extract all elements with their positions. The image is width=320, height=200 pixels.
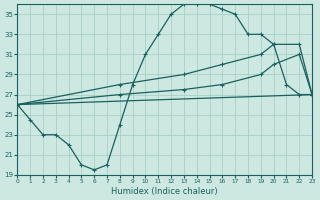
X-axis label: Humidex (Indice chaleur): Humidex (Indice chaleur) xyxy=(111,187,218,196)
